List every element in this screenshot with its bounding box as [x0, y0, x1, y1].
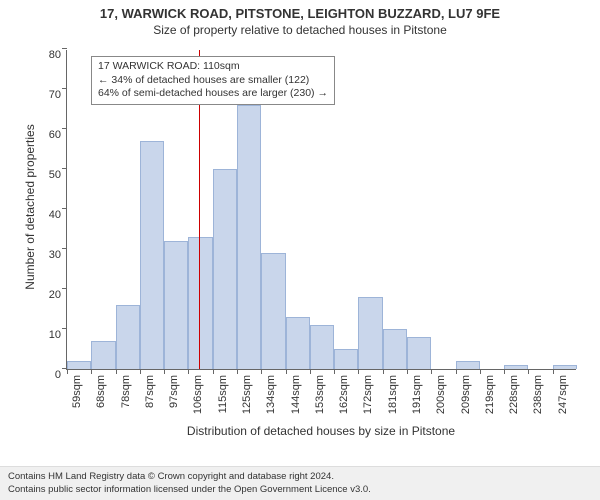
histogram-bar	[237, 105, 261, 369]
x-tick-label: 59sqm	[71, 375, 83, 408]
x-tick-mark	[286, 369, 287, 374]
x-tick-label: 238sqm	[532, 375, 544, 414]
callout-line: ← 34% of detached houses are smaller (12…	[98, 74, 328, 88]
x-tick-label: 153sqm	[314, 375, 326, 414]
y-tick-label: 40	[49, 209, 67, 221]
x-tick-label: 125sqm	[241, 375, 253, 414]
y-tick-label: 50	[49, 169, 67, 181]
footer-line-1: Contains HM Land Registry data © Crown c…	[8, 471, 592, 483]
y-tick-mark	[62, 328, 67, 329]
y-tick-mark	[62, 128, 67, 129]
histogram-bar	[67, 361, 91, 369]
x-tick-mark	[431, 369, 432, 374]
x-tick-mark	[456, 369, 457, 374]
y-tick-label: 30	[49, 249, 67, 261]
y-axis-label: Number of detached properties	[23, 107, 37, 307]
x-tick-mark	[213, 369, 214, 374]
x-tick-mark	[91, 369, 92, 374]
x-tick-label: 68sqm	[95, 375, 107, 408]
x-tick-mark	[358, 369, 359, 374]
x-tick-label: 228sqm	[508, 375, 520, 414]
histogram-bar	[334, 349, 358, 369]
x-tick-label: 181sqm	[387, 375, 399, 414]
callout-box: 17 WARWICK ROAD: 110sqm← 34% of detached…	[91, 56, 335, 105]
x-tick-label: 78sqm	[120, 375, 132, 408]
y-tick-mark	[62, 288, 67, 289]
x-tick-mark	[310, 369, 311, 374]
chart-plot-area: 0102030405060708059sqm68sqm78sqm87sqm97s…	[66, 50, 576, 370]
x-tick-label: 200sqm	[435, 375, 447, 414]
y-tick-mark	[62, 88, 67, 89]
x-tick-label: 106sqm	[192, 375, 204, 414]
histogram-bar	[407, 337, 431, 369]
histogram-bar	[116, 305, 140, 369]
x-axis-label: Distribution of detached houses by size …	[66, 424, 576, 438]
x-tick-mark	[237, 369, 238, 374]
x-tick-label: 134sqm	[265, 375, 277, 414]
x-tick-label: 172sqm	[362, 375, 374, 414]
y-tick-mark	[62, 248, 67, 249]
y-tick-label: 20	[49, 289, 67, 301]
x-tick-mark	[116, 369, 117, 374]
x-tick-mark	[480, 369, 481, 374]
x-tick-label: 219sqm	[484, 375, 496, 414]
histogram-bar	[553, 365, 577, 369]
x-tick-mark	[407, 369, 408, 374]
y-tick-label: 10	[49, 329, 67, 341]
callout-line: 64% of semi-detached houses are larger (…	[98, 87, 328, 101]
histogram-bar	[358, 297, 382, 369]
page-subtitle: Size of property relative to detached ho…	[0, 23, 600, 37]
histogram-bar	[286, 317, 310, 369]
histogram-bar	[164, 241, 188, 369]
footer: Contains HM Land Registry data © Crown c…	[0, 466, 600, 500]
x-tick-label: 162sqm	[338, 375, 350, 414]
x-tick-label: 247sqm	[557, 375, 569, 414]
x-tick-label: 87sqm	[144, 375, 156, 408]
y-tick-label: 60	[49, 129, 67, 141]
histogram-bar	[213, 169, 237, 369]
y-tick-mark	[62, 208, 67, 209]
y-tick-label: 70	[49, 89, 67, 101]
y-tick-mark	[62, 48, 67, 49]
y-tick-label: 80	[49, 49, 67, 61]
x-tick-mark	[504, 369, 505, 374]
x-tick-mark	[188, 369, 189, 374]
histogram-bar	[261, 253, 285, 369]
histogram-bar	[383, 329, 407, 369]
x-tick-label: 209sqm	[460, 375, 472, 414]
y-tick-mark	[62, 168, 67, 169]
x-tick-mark	[334, 369, 335, 374]
chart-container: 17, WARWICK ROAD, PITSTONE, LEIGHTON BUZ…	[0, 0, 600, 500]
footer-line-2: Contains public sector information licen…	[8, 484, 592, 496]
x-tick-mark	[528, 369, 529, 374]
x-tick-mark	[553, 369, 554, 374]
x-tick-mark	[164, 369, 165, 374]
x-tick-mark	[383, 369, 384, 374]
x-tick-label: 144sqm	[290, 375, 302, 414]
x-tick-label: 191sqm	[411, 375, 423, 414]
x-tick-mark	[67, 369, 68, 374]
x-tick-mark	[261, 369, 262, 374]
histogram-bar	[310, 325, 334, 369]
y-tick-label: 0	[55, 369, 67, 381]
histogram-bar	[140, 141, 164, 369]
histogram-bar	[504, 365, 528, 369]
page-title: 17, WARWICK ROAD, PITSTONE, LEIGHTON BUZ…	[0, 0, 600, 21]
histogram-bar	[188, 237, 212, 369]
x-tick-label: 115sqm	[217, 375, 229, 413]
callout-line: 17 WARWICK ROAD: 110sqm	[98, 60, 328, 74]
histogram-bar	[456, 361, 480, 369]
x-tick-label: 97sqm	[168, 375, 180, 408]
x-tick-mark	[140, 369, 141, 374]
histogram-bar	[91, 341, 115, 369]
